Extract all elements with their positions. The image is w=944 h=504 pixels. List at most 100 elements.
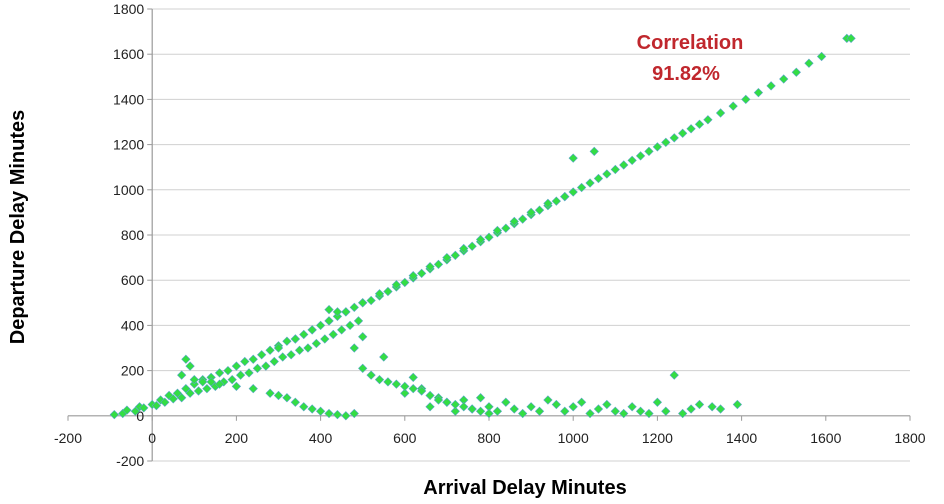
data-point	[231, 381, 242, 392]
data-point	[635, 151, 646, 161]
data-point	[635, 406, 646, 416]
data-point	[320, 334, 330, 344]
data-point	[475, 406, 486, 416]
data-point	[177, 370, 187, 380]
data-point	[299, 402, 309, 412]
data-point	[501, 397, 511, 407]
data-point	[265, 388, 275, 398]
x-tick-label: 600	[393, 430, 417, 446]
data-point	[294, 345, 305, 355]
data-point	[518, 408, 528, 419]
data-point	[417, 268, 427, 279]
grid-lines	[152, 8, 910, 462]
data-point	[509, 404, 519, 414]
data-point	[185, 361, 195, 371]
data-point	[484, 232, 494, 242]
data-point	[400, 381, 410, 392]
y-axis-title: Departure Delay Minutes	[7, 110, 29, 345]
data-point	[602, 399, 612, 410]
data-point	[349, 302, 359, 312]
data-point	[526, 402, 536, 412]
data-point	[509, 216, 519, 227]
data-point	[669, 370, 679, 380]
data-point	[181, 354, 191, 364]
data-point	[732, 399, 743, 410]
data-point	[686, 124, 696, 134]
data-point	[804, 58, 814, 68]
data-point	[602, 169, 612, 179]
data-point	[168, 394, 178, 404]
data-point	[374, 375, 385, 385]
x-tick-labels: -200 0 200 400 600 800 1000 1200 1400 1600 1800	[54, 430, 926, 446]
data-point	[534, 406, 545, 416]
data-point	[728, 101, 738, 111]
data-point	[425, 390, 435, 401]
data-point	[374, 289, 385, 299]
data-point	[307, 404, 317, 414]
data-point	[467, 241, 477, 251]
data-point	[324, 316, 334, 326]
data-point	[358, 363, 368, 373]
data-point	[408, 372, 418, 383]
data-point	[560, 191, 570, 202]
data-point	[753, 87, 764, 98]
x-tick-label: 1200	[642, 430, 673, 446]
data-point	[475, 393, 486, 403]
data-point	[261, 361, 271, 371]
data-point	[244, 368, 254, 378]
data-point	[206, 377, 216, 387]
data-point	[779, 74, 789, 84]
data-point	[286, 350, 296, 360]
data-points	[109, 33, 856, 421]
data-point	[227, 375, 237, 385]
data-point	[694, 119, 705, 129]
data-point	[417, 386, 427, 396]
data-point	[379, 352, 389, 362]
data-point	[273, 343, 284, 353]
data-point	[214, 368, 225, 378]
x-tick-label: 200	[225, 430, 249, 446]
data-point	[337, 325, 347, 335]
data-point	[526, 207, 536, 218]
data-point	[278, 352, 288, 362]
data-point	[353, 316, 364, 326]
data-point	[231, 361, 242, 371]
y-tick-label: 200	[121, 363, 145, 379]
data-point	[669, 133, 679, 143]
data-point	[400, 277, 410, 288]
data-point	[585, 408, 595, 419]
data-point	[450, 250, 460, 260]
data-point	[257, 350, 267, 360]
data-point	[366, 295, 376, 306]
data-point	[619, 160, 629, 170]
data-point	[214, 379, 225, 389]
data-point	[560, 406, 570, 416]
data-point	[715, 404, 726, 414]
data-point	[610, 164, 620, 175]
y-tick-label: -200	[116, 453, 144, 469]
data-point	[442, 397, 452, 407]
data-point	[269, 356, 279, 367]
data-point	[644, 408, 654, 419]
data-point	[282, 393, 292, 403]
y-tick-labels: -200 0 200 400 600 800 1000 1200 1400 1600 1800	[113, 1, 144, 469]
y-tick-label: 600	[121, 272, 145, 288]
data-point	[492, 406, 503, 416]
data-point	[791, 67, 801, 77]
data-point	[534, 205, 545, 215]
data-point	[311, 338, 322, 349]
data-point	[433, 259, 444, 270]
x-tick-label: 1600	[810, 430, 841, 446]
data-point	[341, 411, 351, 421]
data-point	[661, 406, 671, 416]
x-axis-title: Arrival Delay Minutes	[423, 477, 626, 499]
data-point	[109, 410, 119, 420]
data-point	[358, 298, 368, 308]
data-point	[543, 198, 553, 208]
data-point	[315, 406, 326, 416]
data-point	[543, 395, 553, 405]
data-point	[332, 307, 343, 317]
data-point	[299, 329, 309, 340]
data-point	[391, 280, 402, 290]
